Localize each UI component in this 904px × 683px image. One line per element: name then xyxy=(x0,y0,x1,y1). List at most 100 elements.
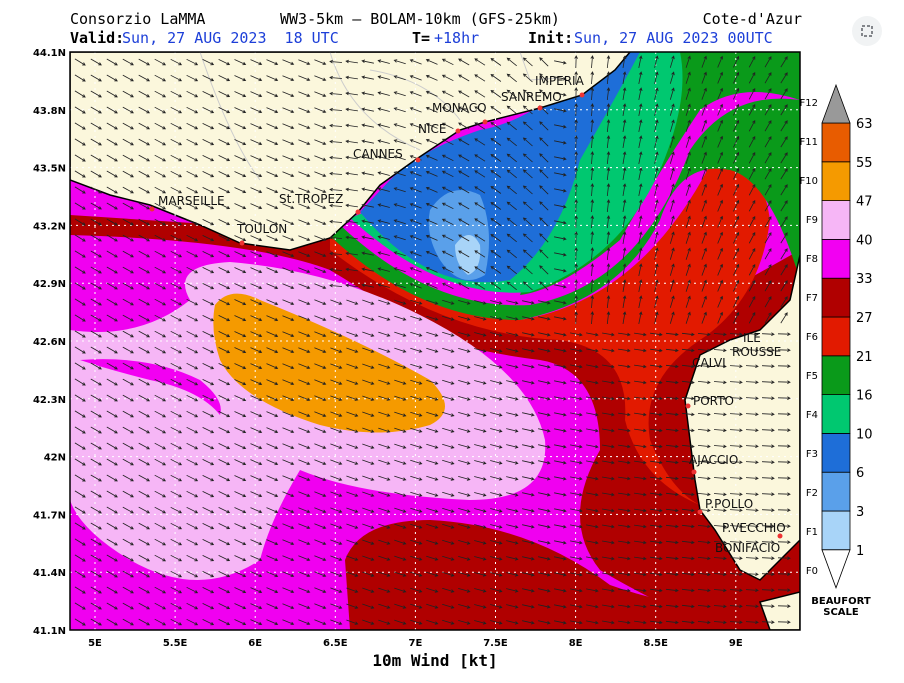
agency: Consorzio LaMMA xyxy=(70,10,205,28)
color-swatch xyxy=(821,83,851,124)
place-label: BONIFACIO xyxy=(715,541,780,555)
place-label: P.POLLO xyxy=(705,497,753,511)
color-swatch xyxy=(821,161,851,202)
lat-label: 42.9N xyxy=(33,279,66,290)
beaufort-label: F11 xyxy=(800,137,818,148)
lat-label: 44.1N xyxy=(33,48,66,59)
corner-icon[interactable] xyxy=(852,16,882,46)
lat-label: 41.1N xyxy=(33,626,66,637)
place-dot xyxy=(691,469,697,475)
beaufort-label: F7 xyxy=(806,293,818,304)
place-label: St.TROPEZ xyxy=(279,192,343,206)
field xyxy=(70,262,546,580)
lat-label: 42.6N xyxy=(33,337,66,348)
place-dot xyxy=(579,92,585,98)
place-label: NICE xyxy=(418,122,446,136)
beaufort-label: F12 xyxy=(800,98,818,109)
place-dot xyxy=(415,157,421,163)
beaufort-label: F10 xyxy=(800,176,818,187)
color-swatch xyxy=(821,316,851,357)
lon-label: 5E xyxy=(88,638,102,649)
legend: 1 3 6 10 16 21 27 33 40 47 55 63 F0 F1 F2 F3 F4 F5 F6 F7 F8 F… xyxy=(800,83,873,618)
place-dot xyxy=(777,533,783,539)
valid: Sun, 27 AUG 2023 18 UTC xyxy=(122,29,339,47)
color-swatch xyxy=(821,471,851,512)
field xyxy=(330,98,800,320)
legend-value: 16 xyxy=(856,389,873,404)
place-dot xyxy=(149,206,155,212)
place-dot xyxy=(355,209,361,215)
place-dot xyxy=(239,240,245,246)
beaufort-label: F9 xyxy=(806,215,818,226)
lat-label: 43.2N xyxy=(33,221,66,232)
lon-label: 6E xyxy=(248,638,262,649)
land xyxy=(759,591,800,630)
x-axis-title: 10m Wind [kt] xyxy=(372,651,497,670)
place-label: MARSEILLE xyxy=(158,194,225,208)
lon-label: 8.5E xyxy=(643,638,668,649)
color-swatch xyxy=(821,122,851,163)
beaufort-label: F5 xyxy=(806,371,818,382)
lon-label: 7.5E xyxy=(483,638,508,649)
color-swatch xyxy=(821,238,851,279)
place-label: SANREMO xyxy=(501,90,562,104)
lon-label: 8E xyxy=(569,638,583,649)
place-label: CANNES xyxy=(353,147,403,161)
lead: +18hr xyxy=(434,29,479,47)
lon-label: 9E xyxy=(729,638,743,649)
legend-value: 21 xyxy=(856,350,873,365)
lat-label: 42.3N xyxy=(33,395,66,406)
init-label: Init: xyxy=(528,29,573,47)
color-swatch xyxy=(821,432,851,473)
place-label: AJACCIO xyxy=(689,453,738,467)
places: MARSEILLE TOULON St.TROPEZ CANNES NICE MONACO… xyxy=(149,74,786,555)
lon-label: 6.5E xyxy=(323,638,348,649)
place-label: CALVI xyxy=(692,356,726,370)
lead-label: T= xyxy=(412,29,430,47)
lat-label: 41.4N xyxy=(33,568,66,579)
legend-title: SCALE xyxy=(823,607,859,618)
model: WW3-5km — BOLAM-10km (GFS-25km) xyxy=(280,10,560,28)
field xyxy=(455,235,481,275)
beaufort-label: F8 xyxy=(806,254,818,265)
beaufort-label: F6 xyxy=(806,332,818,343)
lat-label: 42N xyxy=(44,453,66,464)
region: Cote-d'Azur xyxy=(703,10,802,28)
field xyxy=(80,359,221,415)
place-label: ROUSSE xyxy=(732,345,781,359)
legend-value: 6 xyxy=(856,466,864,481)
place-dot xyxy=(685,403,691,409)
legend-value: 63 xyxy=(856,117,873,132)
legend-value: 27 xyxy=(856,311,873,326)
graticule xyxy=(70,52,800,630)
beaufort-label: F1 xyxy=(806,527,818,538)
beaufort-label: F0 xyxy=(806,566,818,577)
beaufort-label: F4 xyxy=(806,410,818,421)
place-label: PORTO xyxy=(693,394,734,408)
beaufort-label: F2 xyxy=(806,488,818,499)
legend-value: 47 xyxy=(856,195,873,210)
legend-title: BEAUFORT xyxy=(811,596,871,607)
lon-label: 7E xyxy=(409,638,423,649)
legend-value: 55 xyxy=(856,156,873,171)
map xyxy=(70,52,800,630)
place-label: MONACO xyxy=(432,101,487,115)
field xyxy=(330,162,770,505)
land xyxy=(70,52,631,251)
field xyxy=(345,520,800,630)
lat-label: 41.7N xyxy=(33,510,66,521)
color-swatch xyxy=(821,200,851,240)
legend-value: 3 xyxy=(856,505,864,520)
color-swatch xyxy=(821,355,851,395)
valid-label: Valid: xyxy=(70,29,124,47)
place-dot xyxy=(482,119,488,125)
place-dot xyxy=(697,509,703,515)
place-label: TOULON xyxy=(236,222,287,236)
lon-label: 5.5E xyxy=(163,638,188,649)
color-swatch xyxy=(821,510,851,551)
legend-value: 1 xyxy=(856,544,864,559)
map-frame xyxy=(69,51,801,631)
place-label: ILE xyxy=(743,331,761,345)
color-swatch xyxy=(821,549,851,589)
